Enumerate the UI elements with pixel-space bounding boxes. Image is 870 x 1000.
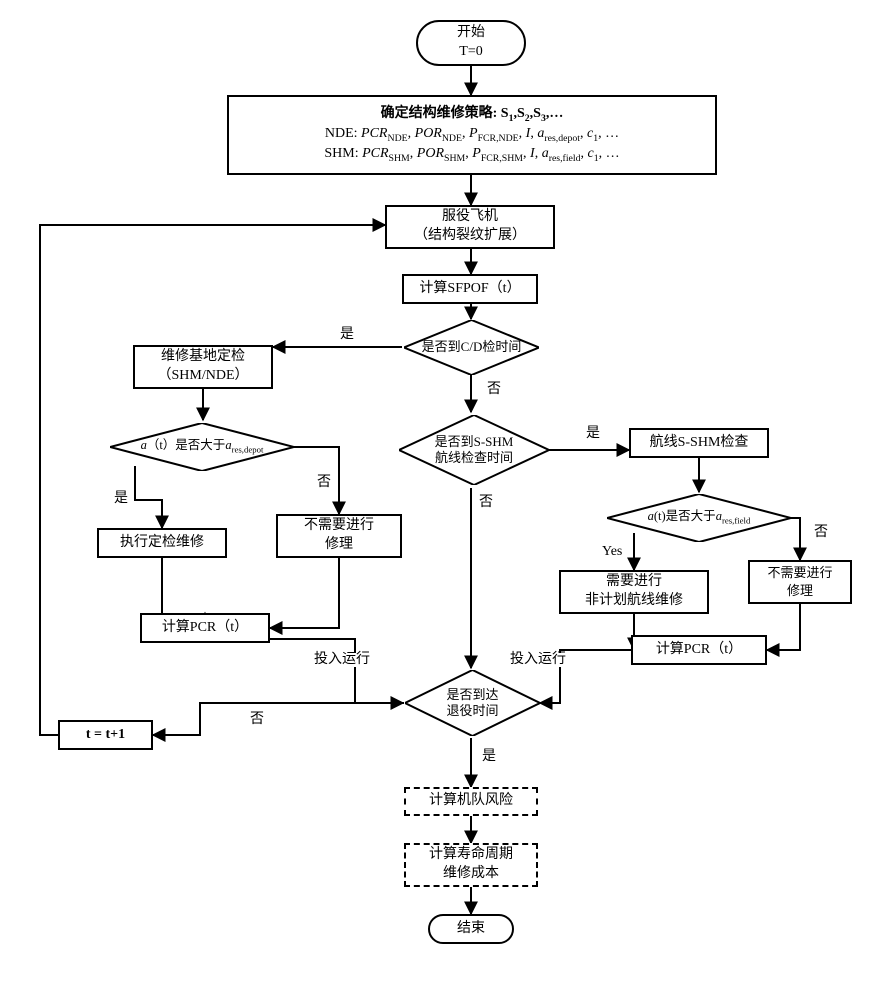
no-repair-l-l2: 修理 — [325, 536, 353, 555]
do-depot-text: 执行定检维修 — [120, 534, 204, 553]
label-cd-yes: 是 — [338, 328, 356, 342]
end-text: 结束 — [457, 920, 485, 939]
need-line-l2: 非计划航线维修 — [585, 592, 683, 611]
label-field-yes: Yes — [600, 545, 624, 559]
sfpof-node: 计算SFPOF（t） — [402, 274, 538, 304]
do-depot-node: 执行定检维修 — [97, 528, 227, 558]
label-run-left: 投入运行 — [312, 653, 372, 667]
life-cost-l1: 计算寿命周期 — [429, 846, 513, 865]
label-run-right: 投入运行 — [508, 653, 568, 667]
life-cost-node: 计算寿命周期 维修成本 — [404, 843, 538, 887]
label-depot-yes: 是 — [112, 492, 130, 506]
aircraft-node: 服役飞机 （结构裂纹扩展） — [385, 205, 555, 249]
no-repair-r-l1: 不需要进行 — [767, 564, 832, 582]
strategy-shm: SHM: PCRSHM, PORSHM, PFCR,SHM, I, ares,f… — [324, 145, 619, 165]
dec-sshm-l2: 航线检查时间 — [435, 450, 513, 465]
aircraft-l2: （结构裂纹扩展） — [414, 227, 526, 246]
end-node: 结束 — [428, 914, 514, 944]
tplus-text: t = t+1 — [86, 726, 125, 745]
decision-depot-threshold: a（t）是否大于ares,depot — [110, 423, 294, 471]
fleet-risk-node: 计算机队风险 — [404, 787, 538, 816]
pcr-l-text: 计算PCR（t） — [162, 619, 248, 638]
no-repair-right-node: 不需要进行 修理 — [748, 560, 852, 604]
strategy-node: 确定结构维修策略: S1,S2,S3,… NDE: PCRNDE, PORNDE… — [227, 95, 717, 175]
dec-retire-l2: 退役时间 — [446, 703, 498, 718]
sshm-check-text: 航线S-SHM检查 — [650, 434, 749, 453]
life-cost-l2: 维修成本 — [443, 865, 499, 884]
depot-activity-node: 维修基地定检 （SHM/NDE） — [133, 345, 273, 389]
depot-act-l2: （SHM/NDE） — [157, 367, 248, 386]
label-sshm-yes: 是 — [584, 427, 602, 441]
need-line-maint-node: 需要进行 非计划航线维修 — [559, 570, 709, 614]
decision-cd-check: 是否到C/D检时间 — [404, 320, 539, 375]
strategy-nde: NDE: PCRNDE, PORNDE, PFCR,NDE, I, ares,d… — [325, 125, 619, 145]
label-cd-no: 否 — [485, 383, 503, 397]
start-line2: T=0 — [459, 43, 482, 62]
increment-t-node: t = t+1 — [58, 720, 153, 750]
start-line1: 开始 — [457, 24, 485, 43]
no-repair-r-l2: 修理 — [787, 582, 813, 600]
dec-retire-l1: 是否到达 — [446, 687, 498, 702]
dec-cd-text: 是否到C/D检时间 — [420, 339, 524, 355]
strategy-title: 确定结构维修策略: S1,S2,S3,… — [381, 105, 564, 125]
depot-act-l1: 维修基地定检 — [161, 348, 245, 367]
label-sshm-no: 否 — [477, 496, 495, 510]
fleet-risk-text: 计算机队风险 — [429, 792, 513, 811]
pcr-left-node: 计算PCR（t） — [140, 613, 270, 643]
sshm-check-node: 航线S-SHM检查 — [629, 428, 769, 458]
sfpof-text: 计算SFPOF（t） — [419, 280, 520, 299]
dec-field-text: a(t)是否大于ares,field — [646, 509, 753, 526]
dec-sshm-text: 是否到S-SHM 航线检查时间 — [433, 434, 516, 467]
label-retire-yes: 是 — [480, 750, 498, 764]
dec-depot-text: a（t）是否大于ares,depot — [139, 438, 266, 455]
decision-field-threshold: a(t)是否大于ares,field — [607, 494, 791, 542]
need-line-l1: 需要进行 — [606, 573, 662, 592]
pcr-r-text: 计算PCR（t） — [656, 641, 742, 660]
label-retire-no: 否 — [248, 713, 266, 727]
start-node: 开始 T=0 — [416, 20, 526, 66]
no-repair-left-node: 不需要进行 修理 — [276, 514, 402, 558]
decision-sshm-time: 是否到S-SHM 航线检查时间 — [399, 415, 549, 485]
dec-retire-text: 是否到达 退役时间 — [444, 687, 500, 720]
decision-retire: 是否到达 退役时间 — [405, 670, 540, 736]
dec-sshm-l1: 是否到S-SHM — [435, 434, 514, 449]
label-field-no: 否 — [812, 526, 830, 540]
label-depot-no: 否 — [315, 476, 333, 490]
no-repair-l-l1: 不需要进行 — [304, 517, 374, 536]
aircraft-l1: 服役飞机 — [442, 208, 498, 227]
pcr-right-node: 计算PCR（t） — [631, 635, 767, 665]
